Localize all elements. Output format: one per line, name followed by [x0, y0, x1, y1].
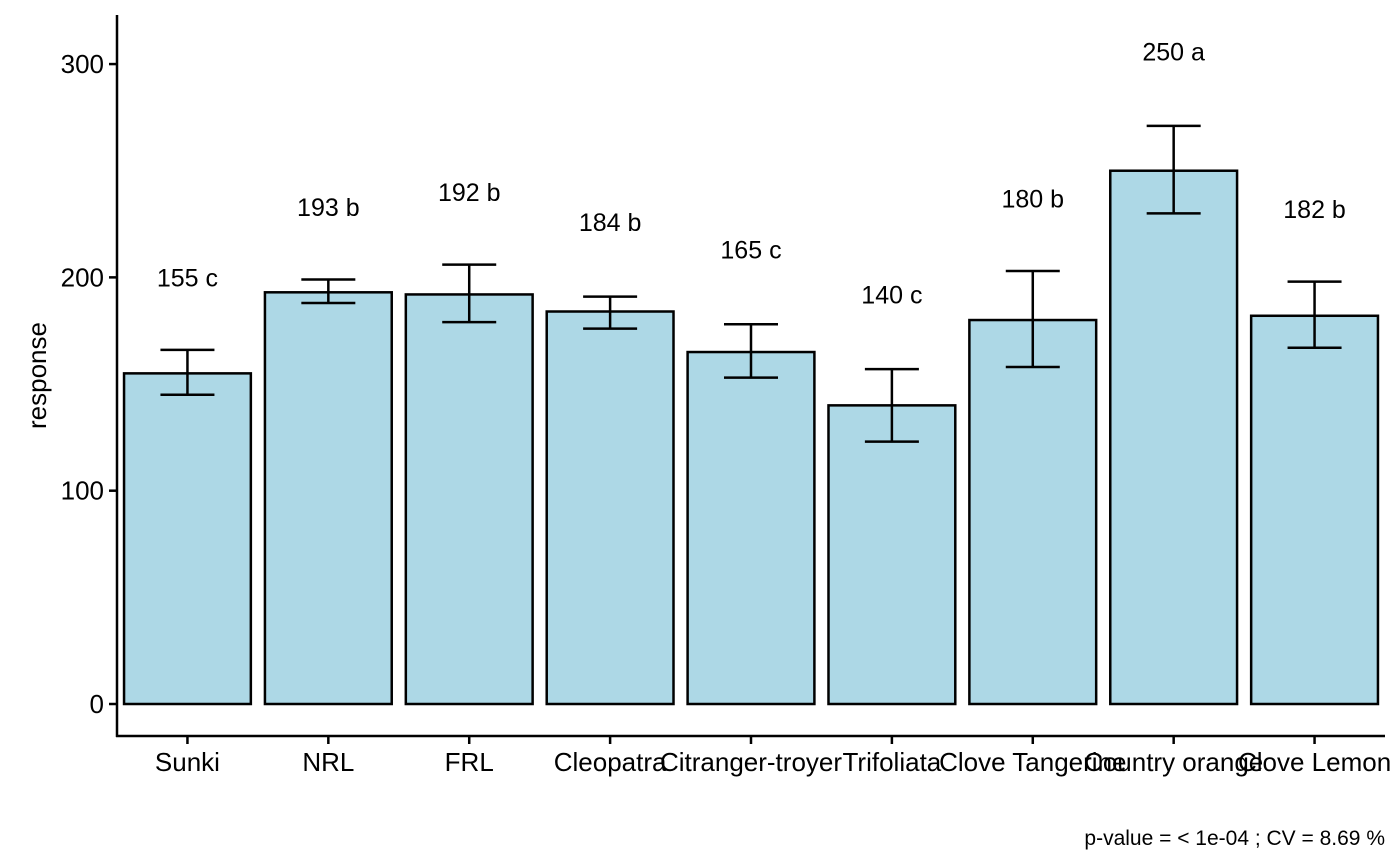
bar [968, 318, 1098, 706]
x-tick-label: FRL [445, 747, 494, 777]
bar [545, 310, 675, 706]
bar [122, 372, 253, 706]
x-tick-label: Clove Lemon [1238, 747, 1391, 777]
error-bar [301, 278, 356, 305]
error-bar [160, 348, 215, 396]
data-label: 250 a [1142, 38, 1205, 66]
error-bar [583, 295, 638, 330]
data-labels: 155 c 193 b 192 b 184 b 165 c 140 c 180 b 250 a… [157, 38, 1346, 309]
x-tick-label: Country orange [1084, 747, 1263, 777]
bar [263, 291, 393, 706]
x-tick-label: Trifoliata [843, 747, 942, 777]
data-label: 184 b [579, 209, 642, 237]
error-bars [160, 124, 1342, 443]
y-tick-label: 300 [61, 49, 104, 79]
error-bar [442, 263, 497, 324]
bars [122, 169, 1380, 706]
data-label: 180 b [1001, 185, 1064, 213]
y-axis-title: response [22, 322, 52, 429]
x-tick-label: Clove Tangerine [939, 747, 1126, 777]
x-tick-label: Citranger-troyer [660, 747, 842, 777]
error-bar [1287, 280, 1342, 350]
y-tick-label: 100 [61, 476, 104, 506]
x-tick-label: Cleopatra [554, 747, 667, 777]
y-tick-label: 200 [61, 262, 104, 292]
data-label: 182 b [1283, 196, 1346, 224]
data-label: 193 b [297, 194, 360, 222]
error-bar [864, 367, 919, 443]
bar [827, 404, 957, 706]
x-tick-label: NRL [302, 747, 354, 777]
data-label: 165 c [720, 237, 781, 265]
bar [1109, 169, 1239, 706]
data-label: 155 c [157, 264, 218, 292]
error-bar [724, 323, 778, 379]
error-bar [1146, 124, 1201, 215]
data-label: 192 b [438, 179, 501, 207]
error-bar [1005, 269, 1060, 369]
y-ticks: 0 100 200 300 [61, 49, 117, 719]
data-label: 140 c [861, 281, 922, 309]
bar [404, 293, 534, 706]
bar [1249, 314, 1380, 706]
bar [686, 350, 816, 706]
x-tick-label: Sunki [155, 747, 220, 777]
y-tick-label: 0 [90, 689, 104, 719]
chart-caption: p-value = < 1e-04 ; CV = 8.69 % [1084, 827, 1385, 850]
y-axis: 0 100 200 300 [61, 15, 119, 737]
